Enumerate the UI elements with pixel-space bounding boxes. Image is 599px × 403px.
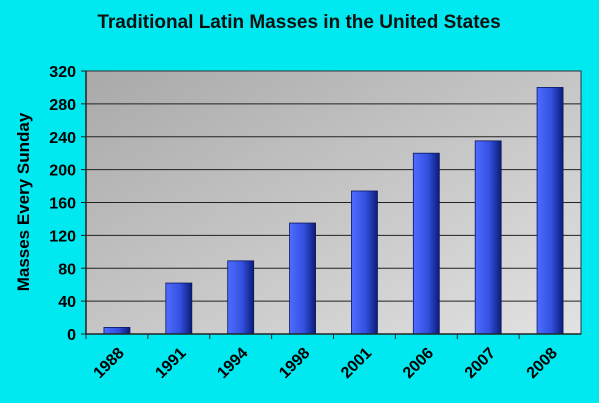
- y-tick-label: 40: [58, 294, 76, 311]
- y-axis-label: Masses Every Sunday: [14, 112, 33, 291]
- bars: [103, 87, 564, 335]
- y-tick-label: 0: [67, 327, 76, 344]
- y-tick-label: 320: [49, 64, 76, 81]
- y-tick-label: 200: [49, 163, 76, 180]
- y-tick-label: 120: [49, 228, 76, 245]
- bar-1991: [165, 282, 193, 335]
- y-tick-label: 240: [49, 130, 76, 147]
- bar-2008: [536, 87, 564, 335]
- bar-2006: [412, 152, 440, 335]
- x-tick-label: 2007: [462, 345, 499, 382]
- y-tick-label: 80: [58, 261, 76, 278]
- bar-1988: [103, 327, 131, 335]
- x-tick-label: 1994: [214, 345, 251, 382]
- bar-1994: [227, 260, 255, 335]
- y-tick-labels: 0 40 80 120 160 200 240 280 320: [49, 64, 76, 344]
- bar-2001: [351, 190, 378, 335]
- x-tick-label: 1991: [152, 345, 189, 382]
- x-tick-label: 2008: [524, 345, 561, 382]
- chart-title: Traditional Latin Masses in the United S…: [97, 12, 500, 33]
- x-tick-label: 1988: [91, 345, 128, 382]
- x-tick-label: 2006: [400, 345, 437, 382]
- y-tick-label: 280: [49, 97, 76, 114]
- bar-1998: [289, 222, 316, 335]
- bar-2007: [474, 140, 502, 335]
- x-tick-labels: 1988 1991 1994 1998 2001 2006 2007 2008: [85, 334, 561, 382]
- x-tick-label: 2001: [338, 345, 375, 382]
- x-tick-label: 1998: [276, 345, 313, 382]
- y-tick-label: 160: [49, 196, 76, 213]
